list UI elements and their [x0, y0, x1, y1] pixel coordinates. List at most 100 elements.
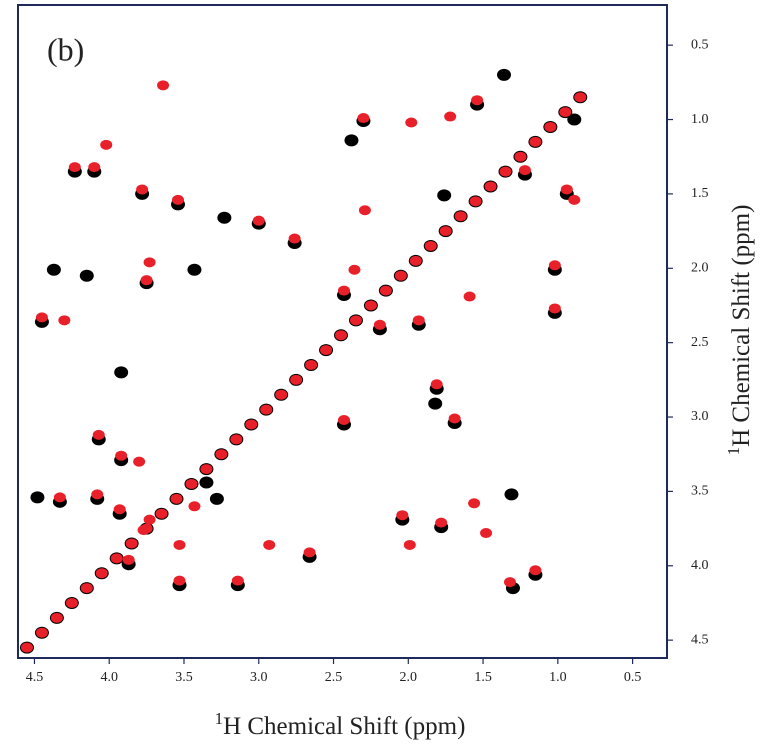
- peak: [252, 215, 265, 226]
- peak: [35, 312, 48, 323]
- peak: [155, 508, 168, 519]
- peak: [173, 575, 186, 586]
- x-tick-label: 3.0: [250, 670, 268, 685]
- peak: [529, 136, 542, 147]
- peak: [20, 642, 33, 653]
- peak: [518, 165, 531, 176]
- peak: [231, 575, 244, 586]
- peak: [444, 111, 457, 122]
- peak: [403, 539, 416, 550]
- peak: [412, 315, 425, 326]
- peak: [463, 291, 476, 302]
- peak: [30, 491, 45, 504]
- peak: [58, 315, 71, 326]
- peak: [497, 68, 512, 81]
- peak: [499, 166, 512, 177]
- peak: [143, 257, 156, 268]
- peak: [53, 492, 66, 503]
- peak: [305, 359, 318, 370]
- x-axis-label: 1H Chemical Shift (ppm): [215, 709, 466, 740]
- plot-frame: [17, 4, 668, 659]
- x-tick-label: 1.5: [474, 670, 492, 685]
- peak: [337, 285, 350, 296]
- y-tick-label: 1.5: [691, 186, 709, 201]
- peak: [88, 162, 101, 173]
- peak: [574, 92, 587, 103]
- peak: [448, 413, 461, 424]
- peak: [260, 404, 273, 415]
- y-tick-label: 3.5: [691, 484, 709, 499]
- peak: [113, 504, 126, 515]
- peak: [80, 583, 93, 594]
- peak: [172, 194, 185, 205]
- peak: [548, 303, 561, 314]
- peak: [349, 315, 362, 326]
- x-tick-label: 4.5: [26, 670, 44, 685]
- y-tick-label: 4.0: [691, 558, 709, 573]
- peak: [394, 270, 407, 281]
- peak: [136, 184, 149, 195]
- peak: [185, 478, 198, 489]
- peak: [215, 449, 228, 460]
- y-tick-label: 4.5: [691, 632, 709, 647]
- peak: [428, 397, 443, 410]
- peak: [137, 525, 150, 536]
- peak: [364, 300, 377, 311]
- x-tick-label: 2.5: [325, 670, 343, 685]
- peak: [170, 493, 183, 504]
- peak: [303, 547, 316, 558]
- peak: [188, 501, 201, 512]
- peak: [409, 255, 422, 266]
- peak: [529, 565, 542, 576]
- peak: [114, 366, 129, 379]
- peak: [122, 554, 135, 565]
- peak: [199, 476, 214, 489]
- peak: [230, 434, 243, 445]
- peak: [140, 275, 153, 286]
- peak: [469, 196, 482, 207]
- y-axis-label-text: H Chemical Shift (ppm): [728, 205, 755, 447]
- peak: [560, 184, 573, 195]
- y-tick-label: 2.0: [691, 261, 709, 276]
- x-tick-label: 1.0: [549, 670, 567, 685]
- peak: [484, 181, 497, 192]
- peak: [544, 121, 557, 132]
- peak: [396, 510, 409, 521]
- peak: [95, 568, 108, 579]
- peak: [65, 597, 78, 608]
- x-axis-label-sup: 1: [215, 709, 224, 728]
- peak: [454, 211, 467, 222]
- y-axis-label: 1H Chemical Shift (ppm): [724, 205, 755, 456]
- peak: [320, 345, 333, 356]
- x-tick-label: 2.0: [400, 670, 418, 685]
- peak: [471, 95, 484, 106]
- peak: [91, 489, 104, 500]
- peak: [68, 162, 81, 173]
- peak: [424, 240, 437, 251]
- peak: [173, 539, 186, 550]
- peak: [209, 492, 224, 505]
- peak: [275, 389, 288, 400]
- peak: [548, 260, 561, 271]
- peak: [559, 107, 572, 118]
- peak: [437, 189, 452, 202]
- peak: [358, 205, 371, 216]
- peak: [187, 263, 202, 276]
- peak: [567, 113, 582, 126]
- x-axis-label-text: H Chemical Shift (ppm): [223, 713, 465, 740]
- peak: [263, 539, 276, 550]
- peak: [115, 450, 128, 461]
- peak: [110, 553, 123, 564]
- peak: [439, 226, 452, 237]
- peak: [217, 211, 232, 224]
- peak: [46, 263, 61, 276]
- peak: [480, 528, 493, 539]
- peak: [157, 80, 170, 91]
- y-axis-label-sup: 1: [724, 447, 743, 456]
- x-tick-label: 4.0: [100, 670, 118, 685]
- peak: [290, 374, 303, 385]
- peak: [373, 319, 386, 330]
- peak: [245, 419, 258, 430]
- peak: [357, 113, 370, 124]
